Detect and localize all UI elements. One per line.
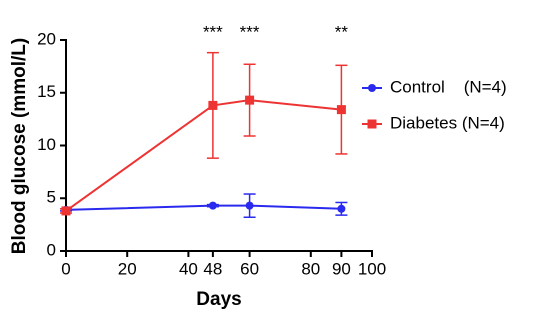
marker [245,95,255,105]
legend-marker [368,84,376,92]
marker [61,206,71,216]
x-tick-label: 20 [118,259,137,278]
x-tick-label: 80 [301,259,320,278]
x-tick-label: 60 [240,259,259,278]
significance: *** [240,22,260,41]
x-axis-label: Days [196,289,241,310]
series-line [65,99,342,212]
x-tick-label: 40 [179,259,198,278]
x-tick-label: 48 [203,259,222,278]
marker [208,100,218,110]
y-tick-label: 10 [37,135,56,154]
series-line [65,204,342,211]
legend-label: Diabetes (N=4) [390,113,505,132]
marker [208,201,217,210]
x-tick-label: 90 [332,259,351,278]
significance: *** [203,22,223,41]
marker [245,201,254,210]
y-axis-label: Blood glucose (mmol/L) [9,38,30,254]
y-tick-label: 5 [47,188,56,207]
legend-marker [367,119,377,129]
y-tick-label: 20 [37,29,56,48]
x-tick-label: 0 [61,259,70,278]
y-tick-label: 0 [47,240,56,259]
y-tick-label: 15 [37,82,56,101]
significance: ** [335,22,349,41]
x-tick-label: 100 [358,259,386,278]
legend-label: Control (N=4) [390,77,507,96]
marker [336,105,346,115]
marker [337,204,346,213]
